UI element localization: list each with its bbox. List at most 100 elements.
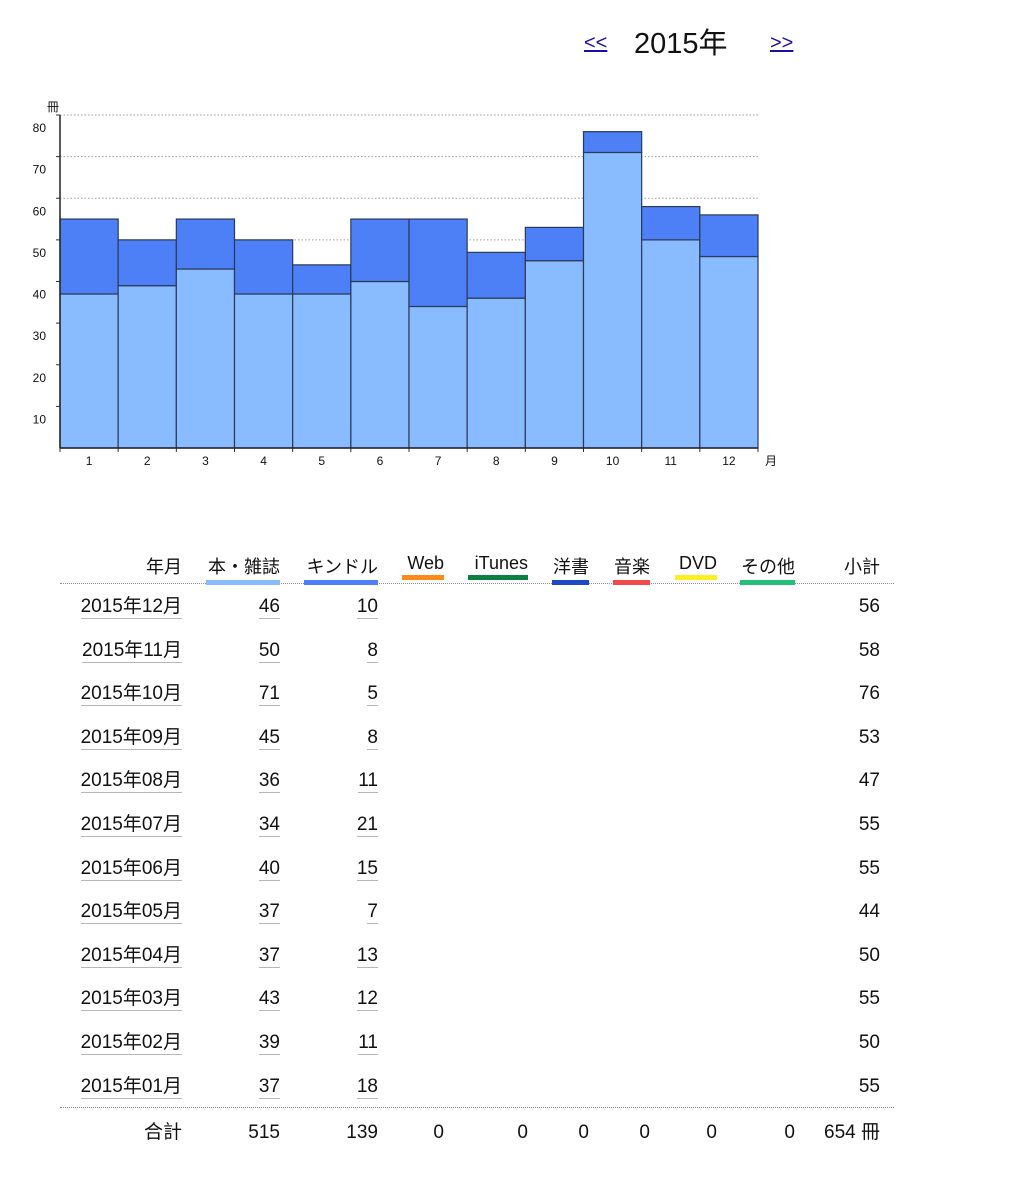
table-row: 2015年12月 46 10 56 xyxy=(60,584,894,628)
x-tick-label: 1 xyxy=(86,454,93,468)
subtotal-value: 58 xyxy=(858,639,880,661)
column-header-label: 小計 xyxy=(844,557,880,577)
total-kindle: 139 xyxy=(346,1122,378,1144)
kindle-count-link[interactable]: 11 xyxy=(358,770,378,794)
total-other: 0 xyxy=(784,1122,795,1144)
category-color-bar xyxy=(613,580,650,585)
kindle-count-link[interactable]: 11 xyxy=(358,1031,378,1055)
total-dvd: 0 xyxy=(706,1122,717,1144)
book-count-link[interactable]: 36 xyxy=(258,770,280,794)
book-count-link[interactable]: 50 xyxy=(258,639,280,663)
month-link[interactable]: 2015年11月 xyxy=(82,639,182,663)
book-count-link[interactable]: 40 xyxy=(258,857,280,881)
column-header: 小計 xyxy=(840,553,880,579)
category-color-bar xyxy=(206,580,280,585)
column-header-label: 年月 xyxy=(146,557,182,577)
y-tick-label: 20 xyxy=(33,371,47,385)
total-music: 0 xyxy=(639,1122,650,1144)
column-header: 音楽 xyxy=(613,553,650,585)
column-header: Web xyxy=(402,553,444,580)
month-link[interactable]: 2015年12月 xyxy=(80,596,182,619)
kindle-count-link[interactable]: 12 xyxy=(356,988,378,1012)
month-link[interactable]: 2015年07月 xyxy=(80,813,182,837)
kindle-count-link[interactable]: 10 xyxy=(356,596,378,619)
total-web: 0 xyxy=(433,1122,444,1144)
bar-book-month-9 xyxy=(524,260,585,449)
subtotal-value: 47 xyxy=(858,770,880,792)
subtotal-value: 53 xyxy=(858,726,880,748)
column-header: 年月 xyxy=(102,553,182,579)
subtotal-value: 76 xyxy=(858,683,880,705)
x-tick-label: 3 xyxy=(202,454,209,468)
month-link[interactable]: 2015年03月 xyxy=(80,988,182,1012)
month-link[interactable]: 2015年01月 xyxy=(80,1075,182,1099)
bar-kindle-month-12 xyxy=(699,214,759,258)
bar-kindle-month-8 xyxy=(466,251,526,299)
subtotal-value: 55 xyxy=(858,1075,880,1097)
bar-book-month-11 xyxy=(641,239,701,449)
category-color-bar xyxy=(740,580,795,585)
subtotal-value: 55 xyxy=(858,813,880,835)
kindle-count-link[interactable]: 18 xyxy=(356,1075,378,1099)
column-header-label: iTunes xyxy=(474,553,528,573)
bar-kindle-month-5 xyxy=(292,264,352,295)
table-header-row: 年月 本・雑誌 キンドル Web iTunes 洋書 音楽 DVD その他 小計 xyxy=(60,548,894,585)
subtotal-value: 55 xyxy=(858,857,880,879)
kindle-count-link[interactable]: 8 xyxy=(367,726,378,750)
book-count-link[interactable]: 37 xyxy=(258,1075,280,1099)
kindle-count-link[interactable]: 21 xyxy=(356,813,378,837)
bar-book-month-12 xyxy=(699,255,759,449)
month-link[interactable]: 2015年10月 xyxy=(80,683,182,707)
book-count-link[interactable]: 45 xyxy=(258,726,280,750)
bar-book-month-1 xyxy=(59,293,119,449)
bar-kindle-month-10 xyxy=(582,131,643,154)
y-tick-label: 40 xyxy=(33,288,47,302)
table-body: 2015年12月 46 10 56 2015年11月 50 8 58 2015年10月 71 5 76… xyxy=(60,584,894,1107)
month-link[interactable]: 2015年09月 xyxy=(80,726,182,750)
x-tick-label: 9 xyxy=(551,454,558,468)
month-link[interactable]: 2015年02月 xyxy=(80,1031,182,1055)
subtotal-value: 50 xyxy=(858,944,880,966)
x-tick-label: 2 xyxy=(144,454,151,468)
book-count-link[interactable]: 71 xyxy=(258,683,280,707)
book-count-link[interactable]: 34 xyxy=(258,813,280,837)
book-count-link[interactable]: 46 xyxy=(258,596,280,619)
x-tick-label: 5 xyxy=(318,454,325,468)
month-link[interactable]: 2015年08月 xyxy=(80,770,182,794)
month-link[interactable]: 2015年06月 xyxy=(80,857,182,881)
column-header: iTunes xyxy=(468,553,528,580)
book-count-link[interactable]: 37 xyxy=(258,901,280,925)
book-count-link[interactable]: 39 xyxy=(258,1031,280,1055)
bar-kindle-month-4 xyxy=(233,239,294,295)
subtotal-value: 55 xyxy=(858,988,880,1010)
column-header: 本・雑誌 xyxy=(206,553,280,585)
book-count-link[interactable]: 43 xyxy=(258,988,280,1012)
month-link[interactable]: 2015年04月 xyxy=(80,944,182,968)
y-tick-label: 10 xyxy=(33,412,47,426)
previous-year-link[interactable]: << xyxy=(584,32,608,54)
category-color-bar xyxy=(402,575,444,580)
book-count-link[interactable]: 37 xyxy=(258,944,280,968)
kindle-count-link[interactable]: 15 xyxy=(356,857,378,881)
year-title: 2015年 xyxy=(634,28,728,60)
next-year-link[interactable]: >> xyxy=(770,32,794,54)
total-yosho: 0 xyxy=(578,1122,589,1144)
kindle-count-link[interactable]: 7 xyxy=(367,901,378,925)
table-row: 2015年11月 50 8 58 xyxy=(60,628,894,672)
kindle-count-link[interactable]: 13 xyxy=(356,944,378,968)
table-row: 2015年07月 34 21 55 xyxy=(60,802,894,846)
kindle-count-link[interactable]: 5 xyxy=(367,683,378,707)
x-tick-label: 10 xyxy=(606,454,620,468)
table-row: 2015年01月 37 18 55 xyxy=(60,1064,894,1108)
table-row: 2015年09月 45 8 53 xyxy=(60,715,894,759)
y-tick-label: 30 xyxy=(33,329,47,343)
kindle-count-link[interactable]: 8 xyxy=(367,639,378,663)
bar-book-month-3 xyxy=(175,268,236,449)
total-book: 515 xyxy=(248,1122,280,1144)
bar-book-month-8 xyxy=(466,297,526,449)
total-label: 合計 xyxy=(143,1122,182,1144)
total-itunes: 0 xyxy=(517,1122,528,1144)
month-link[interactable]: 2015年05月 xyxy=(80,901,182,925)
bar-kindle-month-11 xyxy=(641,205,701,241)
